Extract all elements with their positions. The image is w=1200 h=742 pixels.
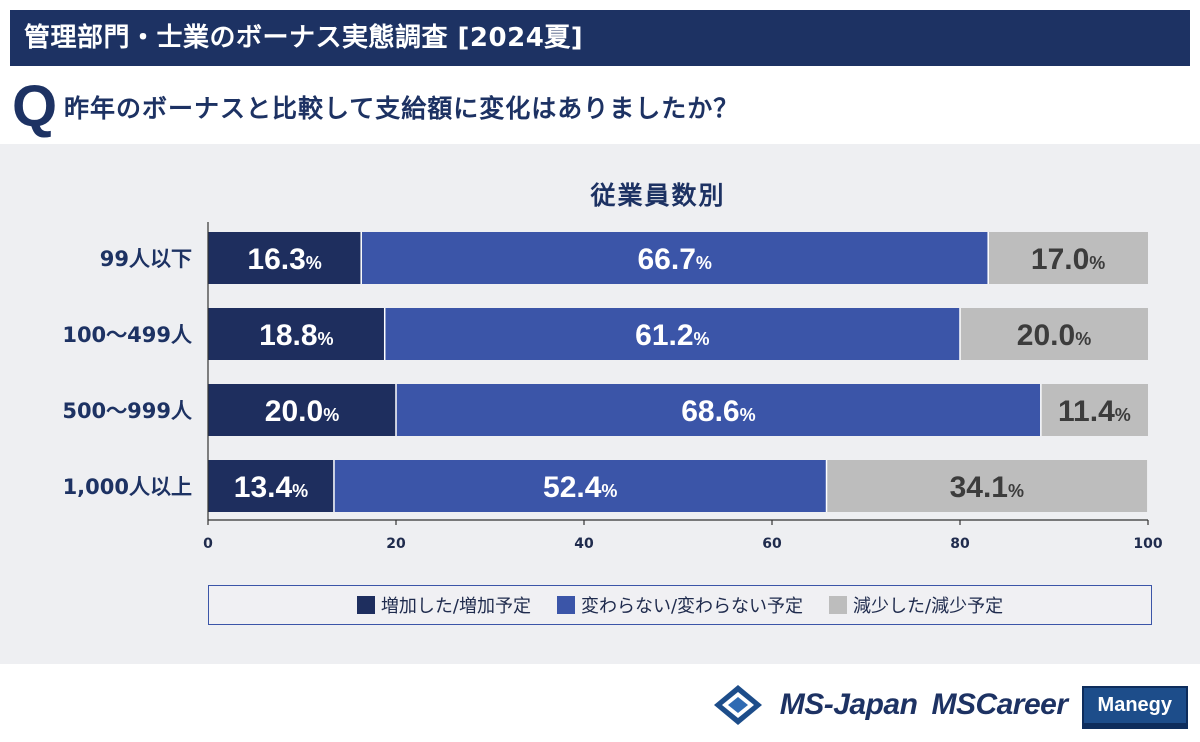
- legend-swatch: [829, 596, 848, 614]
- x-tick-label: 20: [386, 536, 406, 552]
- bar-segment: [384, 308, 961, 360]
- x-tick-label: 100: [1133, 536, 1162, 552]
- question-row: Q 昨年のボーナスと比較して支給額に変化はありましたか？: [10, 76, 1190, 138]
- bar-segment: [208, 308, 385, 360]
- data-label: 18.8%: [259, 319, 333, 352]
- x-tick-label: 80: [950, 536, 970, 552]
- data-label: 20.0%: [1017, 319, 1091, 352]
- legend-label: 減少した/減少予定: [853, 596, 1004, 617]
- q-mark: Q: [12, 74, 58, 139]
- data-label: 11.4%: [1058, 395, 1131, 428]
- legend-item: 変わらない/変わらない予定: [556, 592, 804, 618]
- legend-item: 増加した/増加予定: [356, 592, 531, 618]
- bar-segment: [396, 384, 1041, 436]
- category-label: 1,000人以上: [63, 475, 192, 499]
- data-label: 20.0%: [265, 395, 339, 428]
- x-tick-label: 0: [203, 536, 213, 552]
- category-label: 99人以下: [100, 247, 192, 271]
- bar-segment: [960, 308, 1148, 360]
- bar-segment: [988, 232, 1148, 284]
- legend-item: 減少した/減少予定: [829, 592, 1003, 618]
- bar-segment: [333, 460, 827, 512]
- category-label: 500〜999人: [62, 399, 192, 423]
- x-tick-label: 60: [762, 536, 782, 552]
- logo-row: MS-Japan MSCareer Manegy: [710, 683, 1188, 727]
- bar-segment: [1040, 384, 1148, 436]
- chart-title: 従業員数別: [590, 181, 726, 210]
- bar-segment: [208, 384, 396, 436]
- logo-ms-japan: MS-Japan: [779, 688, 918, 721]
- data-label: 16.3%: [247, 243, 321, 276]
- data-label: 34.1%: [950, 471, 1024, 504]
- logo-mscareer: MSCareer: [931, 688, 1068, 721]
- question-text: 昨年のボーナスと比較して支給額に変化はありましたか？: [64, 94, 740, 123]
- data-label: 68.6%: [681, 395, 755, 428]
- legend-label: 変わらない/変わらない予定: [580, 596, 804, 617]
- legend-label: 増加した/増加予定: [380, 596, 531, 617]
- data-label: 17.0%: [1031, 243, 1105, 276]
- bar-segment: [361, 232, 989, 284]
- bar-segment: [208, 460, 334, 512]
- bar-segment: [826, 460, 1148, 512]
- category-label: 100〜499人: [62, 323, 192, 347]
- x-tick-label: 40: [574, 536, 594, 552]
- chart-legend: 増加した/増加予定 変わらない/変わらない予定 減少した/減少予定: [208, 585, 1152, 625]
- data-label: 13.4%: [234, 471, 308, 504]
- bar-segment: [208, 232, 362, 284]
- data-label: 52.4%: [543, 471, 617, 504]
- data-label: 66.7%: [638, 243, 712, 276]
- legend-swatch: [356, 596, 375, 614]
- ms-japan-logo-icon: [713, 685, 762, 725]
- report-title: 管理部門・士業のボーナス実態調査 [2024夏]: [10, 10, 1190, 66]
- logo-manegy: Manegy: [1081, 685, 1188, 725]
- legend-swatch: [556, 596, 575, 614]
- data-label: 61.2%: [635, 319, 709, 352]
- footer: [0, 664, 1200, 742]
